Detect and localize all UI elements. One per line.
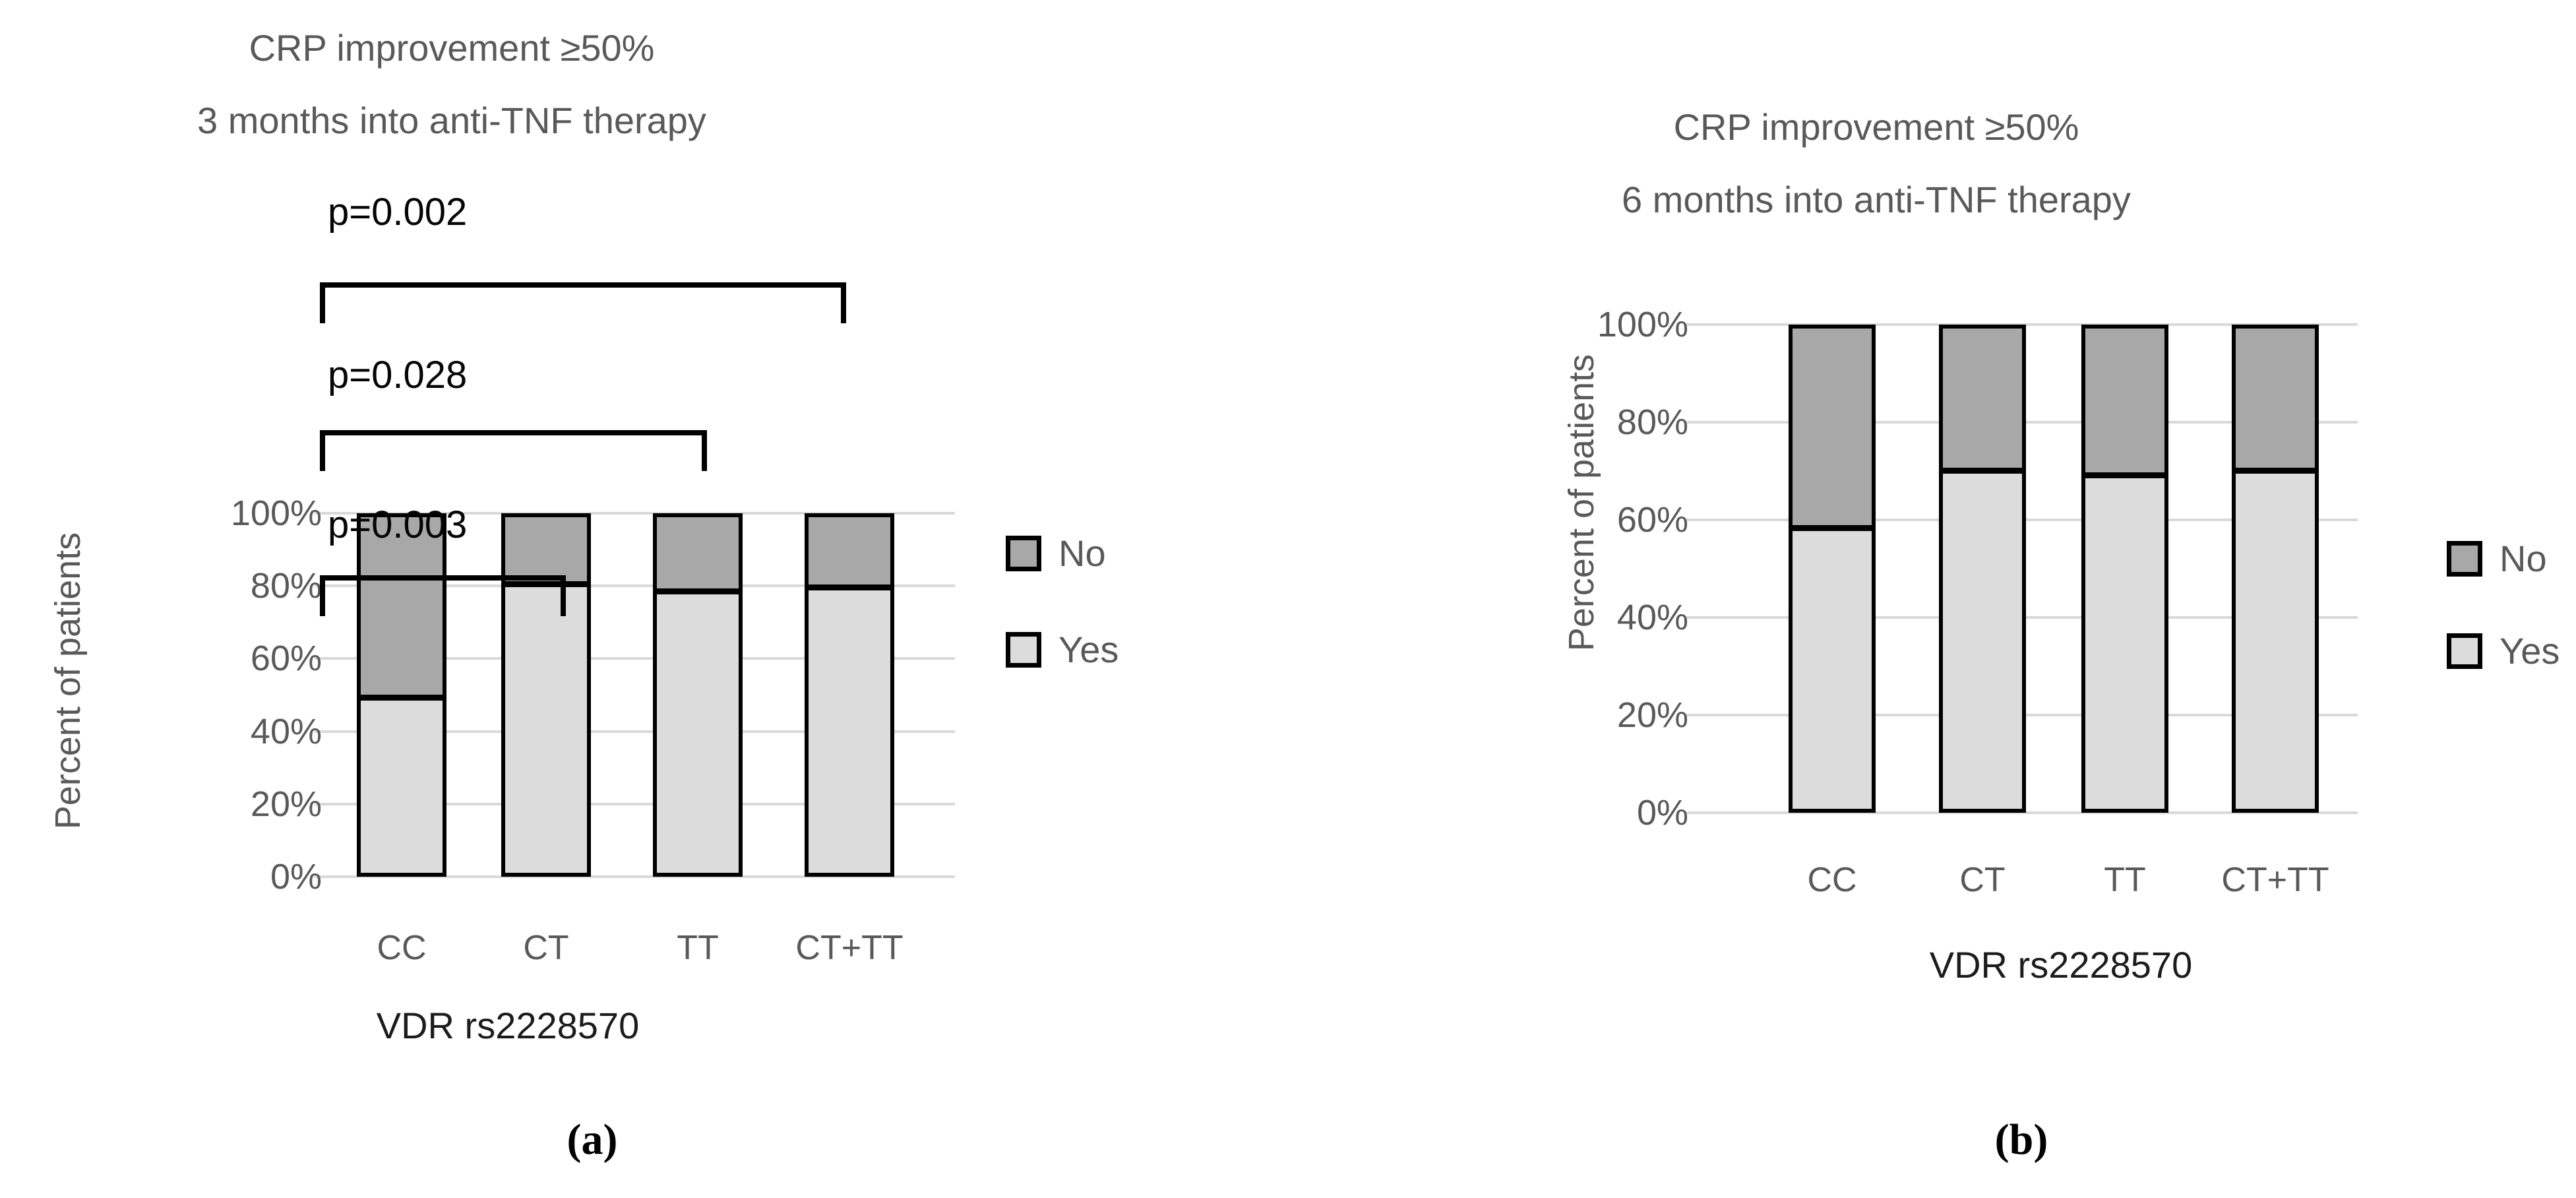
y-tick-label: 20% xyxy=(250,784,322,824)
segment-no xyxy=(2085,329,2164,472)
gridline xyxy=(1686,811,2358,814)
p-value-bracket xyxy=(320,575,566,616)
segment-yes xyxy=(1793,525,1872,809)
bar-ct-tt xyxy=(805,513,894,877)
x-category-label: CT+TT xyxy=(2221,861,2329,899)
segment-yes xyxy=(1943,468,2022,809)
bar-tt xyxy=(653,513,743,877)
gridline xyxy=(315,730,955,733)
legend-swatch-yes-icon xyxy=(1006,631,1041,668)
y-tick-label: 60% xyxy=(1616,500,1688,540)
segment-yes xyxy=(361,695,443,873)
legend-entry-no: No xyxy=(1006,532,1106,575)
y-tick-label: 80% xyxy=(1616,402,1688,442)
panel-b-title-line1: CRP improvement ≥50% xyxy=(1673,106,2079,148)
x-category-label: CT xyxy=(523,929,569,967)
segment-no xyxy=(505,517,587,581)
gridline xyxy=(315,657,955,660)
p-value-label: p=0.003 xyxy=(328,503,468,546)
legend-label: Yes xyxy=(2499,630,2560,672)
y-tick-label: 40% xyxy=(1616,598,1688,637)
panel-b-title-line2: 6 months into anti-TNF therapy xyxy=(1622,179,2131,220)
segment-yes xyxy=(657,588,739,873)
y-tick-label: 20% xyxy=(1616,695,1688,735)
gridline xyxy=(315,584,955,588)
bar-ct xyxy=(501,513,591,877)
y-tick-label: 100% xyxy=(1597,305,1688,344)
legend-entry-no: No xyxy=(2447,537,2547,580)
bar-cc xyxy=(1789,325,1876,813)
legend-label: No xyxy=(2499,538,2547,579)
legend-swatch-yes-icon xyxy=(2447,633,2482,669)
segment-no xyxy=(657,517,739,588)
gridline xyxy=(315,802,955,805)
legend-entry-yes: Yes xyxy=(2447,629,2560,672)
panel-b-x-axis-title: VDR rs2228570 xyxy=(1929,944,2193,986)
x-category-label: TT xyxy=(2104,861,2146,899)
panel-a-title: CRP improvement ≥50% 3 months into anti-… xyxy=(56,12,847,157)
panel-b-title: CRP improvement ≥50% 6 months into anti-… xyxy=(1481,91,2272,236)
legend-label: No xyxy=(1058,532,1106,574)
y-tick-label: 80% xyxy=(250,566,322,606)
panel-a-title-line2: 3 months into anti-TNF therapy xyxy=(197,100,706,141)
panel-a-title-line1: CRP improvement ≥50% xyxy=(249,27,655,69)
panel-a-caption: (a) xyxy=(567,1116,618,1164)
p-value-bracket xyxy=(320,282,846,323)
x-category-label: CC xyxy=(1807,861,1857,899)
segment-no xyxy=(809,517,890,584)
panel-a-x-axis-title: VDR rs2228570 xyxy=(376,1005,640,1046)
gridline xyxy=(315,512,955,515)
segment-no xyxy=(1793,329,1872,525)
y-tick-label: 40% xyxy=(250,711,322,751)
legend-entry-yes: Yes xyxy=(1006,628,1119,671)
y-tick-label: 60% xyxy=(250,639,322,679)
gridline xyxy=(315,875,955,878)
segment-yes xyxy=(809,584,890,873)
segment-no xyxy=(1943,329,2022,468)
p-value-label: p=0.028 xyxy=(328,354,468,396)
segment-no xyxy=(2236,329,2315,468)
bar-tt xyxy=(2081,325,2168,813)
legend-label: Yes xyxy=(1058,629,1119,670)
x-category-label: CT+TT xyxy=(795,929,904,967)
y-tick-label: 0% xyxy=(1636,793,1688,833)
y-tick-label: 100% xyxy=(230,493,322,533)
y-tick-label: 0% xyxy=(270,857,322,897)
legend-swatch-no-icon xyxy=(2447,540,2482,577)
p-value-bracket xyxy=(320,430,707,471)
p-value-label: p=0.002 xyxy=(328,191,468,234)
segment-yes xyxy=(2236,468,2315,809)
bar-ct xyxy=(1939,325,2026,813)
segment-yes xyxy=(505,581,587,873)
x-category-label: TT xyxy=(677,929,719,967)
bar-ct-tt xyxy=(2232,325,2319,813)
legend-swatch-no-icon xyxy=(1006,535,1041,571)
x-category-label: CT xyxy=(1959,861,2006,899)
panel-b-caption: (b) xyxy=(1994,1116,2048,1164)
bar-cc xyxy=(357,513,446,877)
segment-yes xyxy=(2085,472,2164,809)
x-category-label: CC xyxy=(377,929,427,967)
